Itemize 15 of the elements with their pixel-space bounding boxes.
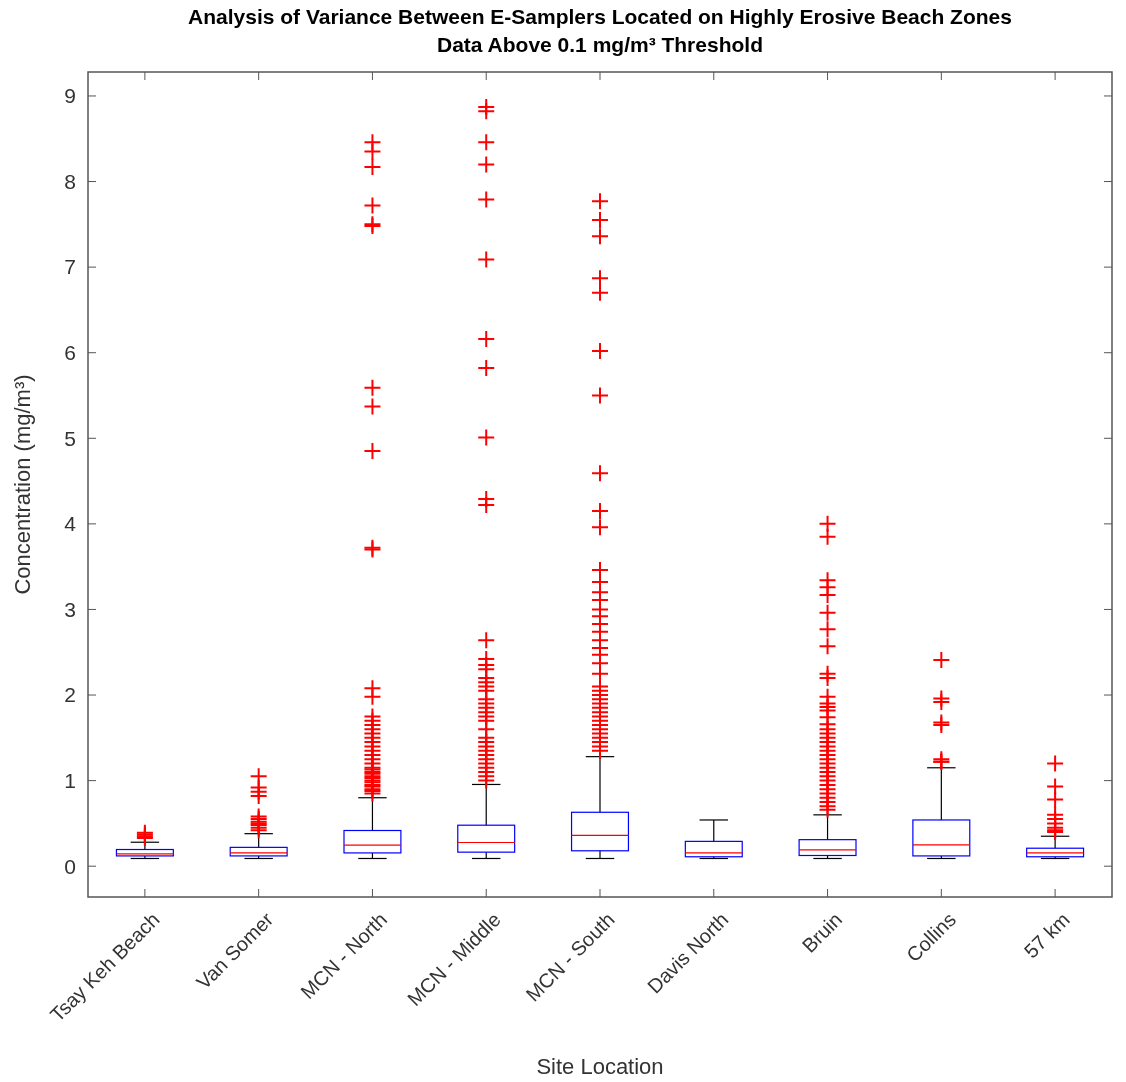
y-tick-label: 8 [64, 169, 76, 193]
y-tick-label: 5 [64, 426, 76, 450]
y-tick-label: 2 [64, 683, 76, 707]
x-tick-label: 57 km [1019, 908, 1074, 963]
y-tick-label: 1 [64, 768, 76, 792]
y-tick-label: 6 [64, 341, 76, 365]
y-tick-label: 9 [64, 84, 76, 108]
y-tick-label: 4 [64, 512, 77, 536]
chart-title: Analysis of Variance Between E-Samplers Located on Highly Erosive Beach Zones [188, 5, 1012, 28]
chart-subtitle: Data Above 0.1 mg/m³ Threshold [437, 33, 763, 56]
y-axis-title: Concentration (mg/m³) [10, 374, 35, 595]
y-tick-label: 7 [64, 255, 76, 279]
x-axis-title: Site Location [536, 1054, 664, 1079]
y-tick-label: 3 [64, 597, 76, 621]
y-tick-label: 0 [64, 854, 76, 878]
